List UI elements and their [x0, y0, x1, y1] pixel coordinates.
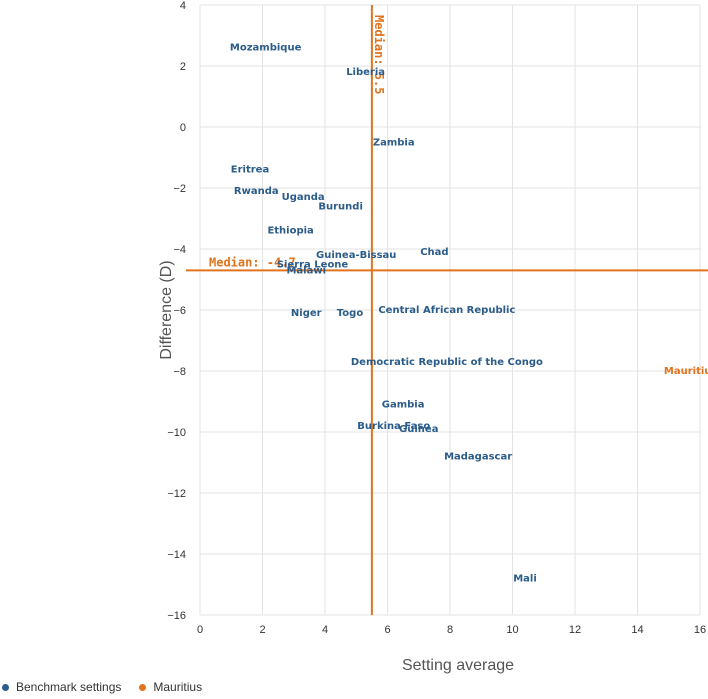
point-label: Burkina Faso	[357, 421, 430, 432]
point-label: Rwanda	[234, 186, 279, 197]
y-axis-title: Difference (D)	[158, 260, 175, 359]
legend: Benchmark settings Mauritius	[2, 680, 202, 694]
point-label: Central African Republic	[378, 305, 515, 316]
grid	[199, 4, 701, 616]
y-tick-label: −12	[167, 488, 186, 500]
legend-mauritius-marker	[139, 683, 147, 691]
median-x-label: Median: 5.5	[372, 15, 386, 94]
legend-benchmark-marker	[2, 683, 9, 691]
point-label: Guinea	[399, 424, 438, 435]
y-tick-label: −10	[167, 427, 186, 439]
point-label: Ethiopia	[267, 226, 313, 237]
point-label: Madagascar	[444, 451, 512, 462]
point-label: Chad	[420, 247, 448, 258]
point-label: Gambia	[382, 400, 425, 411]
point-label: Mauritius	[664, 366, 708, 377]
y-tick-label: 0	[180, 122, 186, 134]
x-tick-label: 14	[631, 624, 643, 636]
x-tick-label: 16	[694, 624, 706, 636]
data-points: Mozambique Liberia Zambia Eritrea RwandaUgan…	[230, 43, 708, 585]
x-tick-label: 4	[322, 624, 328, 636]
legend-mauritius-label: Mauritius	[153, 680, 203, 694]
point-label: Zambia	[373, 137, 415, 148]
x-tick-label: 12	[569, 624, 581, 636]
x-axis-title: Setting average	[402, 657, 514, 674]
axis-ticks: 0 2 4 6 8 10 12 14 16 4 2 0 −2 −4 −6 −8 −10 −12 −14 −16	[167, 0, 706, 636]
point-label: Liberia	[346, 67, 385, 78]
median-y-label: Median: -4.7	[209, 255, 296, 269]
point-label: Sierra Leone	[277, 259, 349, 270]
point-label: Togo	[337, 308, 364, 319]
scatter-chart: 0 2 4 6 8 10 12 14 16 4 2 0 −2 −4 −6 −8 −10 −12 −14 −16 Med…	[158, 0, 708, 674]
x-tick-label: 10	[506, 624, 518, 636]
point-label: Uganda	[282, 192, 325, 203]
point-label: Guinea-Bissau	[316, 250, 396, 261]
x-tick-label: 2	[259, 624, 265, 636]
point-label: Niger	[291, 308, 322, 319]
point-label: Democratic Republic of the Congo	[351, 357, 543, 368]
y-tick-label: 2	[180, 61, 186, 73]
point-label: Malawi	[286, 265, 326, 276]
y-tick-label: −4	[173, 244, 186, 256]
x-tick-label: 0	[197, 624, 203, 636]
point-label: Burundi	[318, 201, 363, 212]
point-label: Eritrea	[231, 165, 269, 176]
y-tick-label: −6	[173, 305, 186, 317]
y-tick-label: 4	[180, 0, 186, 12]
legend-item-benchmark[interactable]: Benchmark settings	[2, 680, 121, 694]
x-tick-label: 6	[384, 624, 390, 636]
median-lines: Median: 5.5 Median: -4.7	[186, 5, 708, 615]
x-tick-label: 8	[447, 624, 453, 636]
legend-item-mauritius[interactable]: Mauritius	[139, 680, 202, 694]
point-label: Mozambique	[230, 43, 302, 54]
y-tick-label: −8	[173, 366, 186, 378]
y-tick-label: −14	[167, 549, 186, 561]
y-tick-label: −2	[173, 183, 186, 195]
point-label: Mali	[513, 573, 537, 584]
y-tick-label: −16	[167, 610, 186, 622]
legend-benchmark-label: Benchmark settings	[16, 680, 122, 694]
